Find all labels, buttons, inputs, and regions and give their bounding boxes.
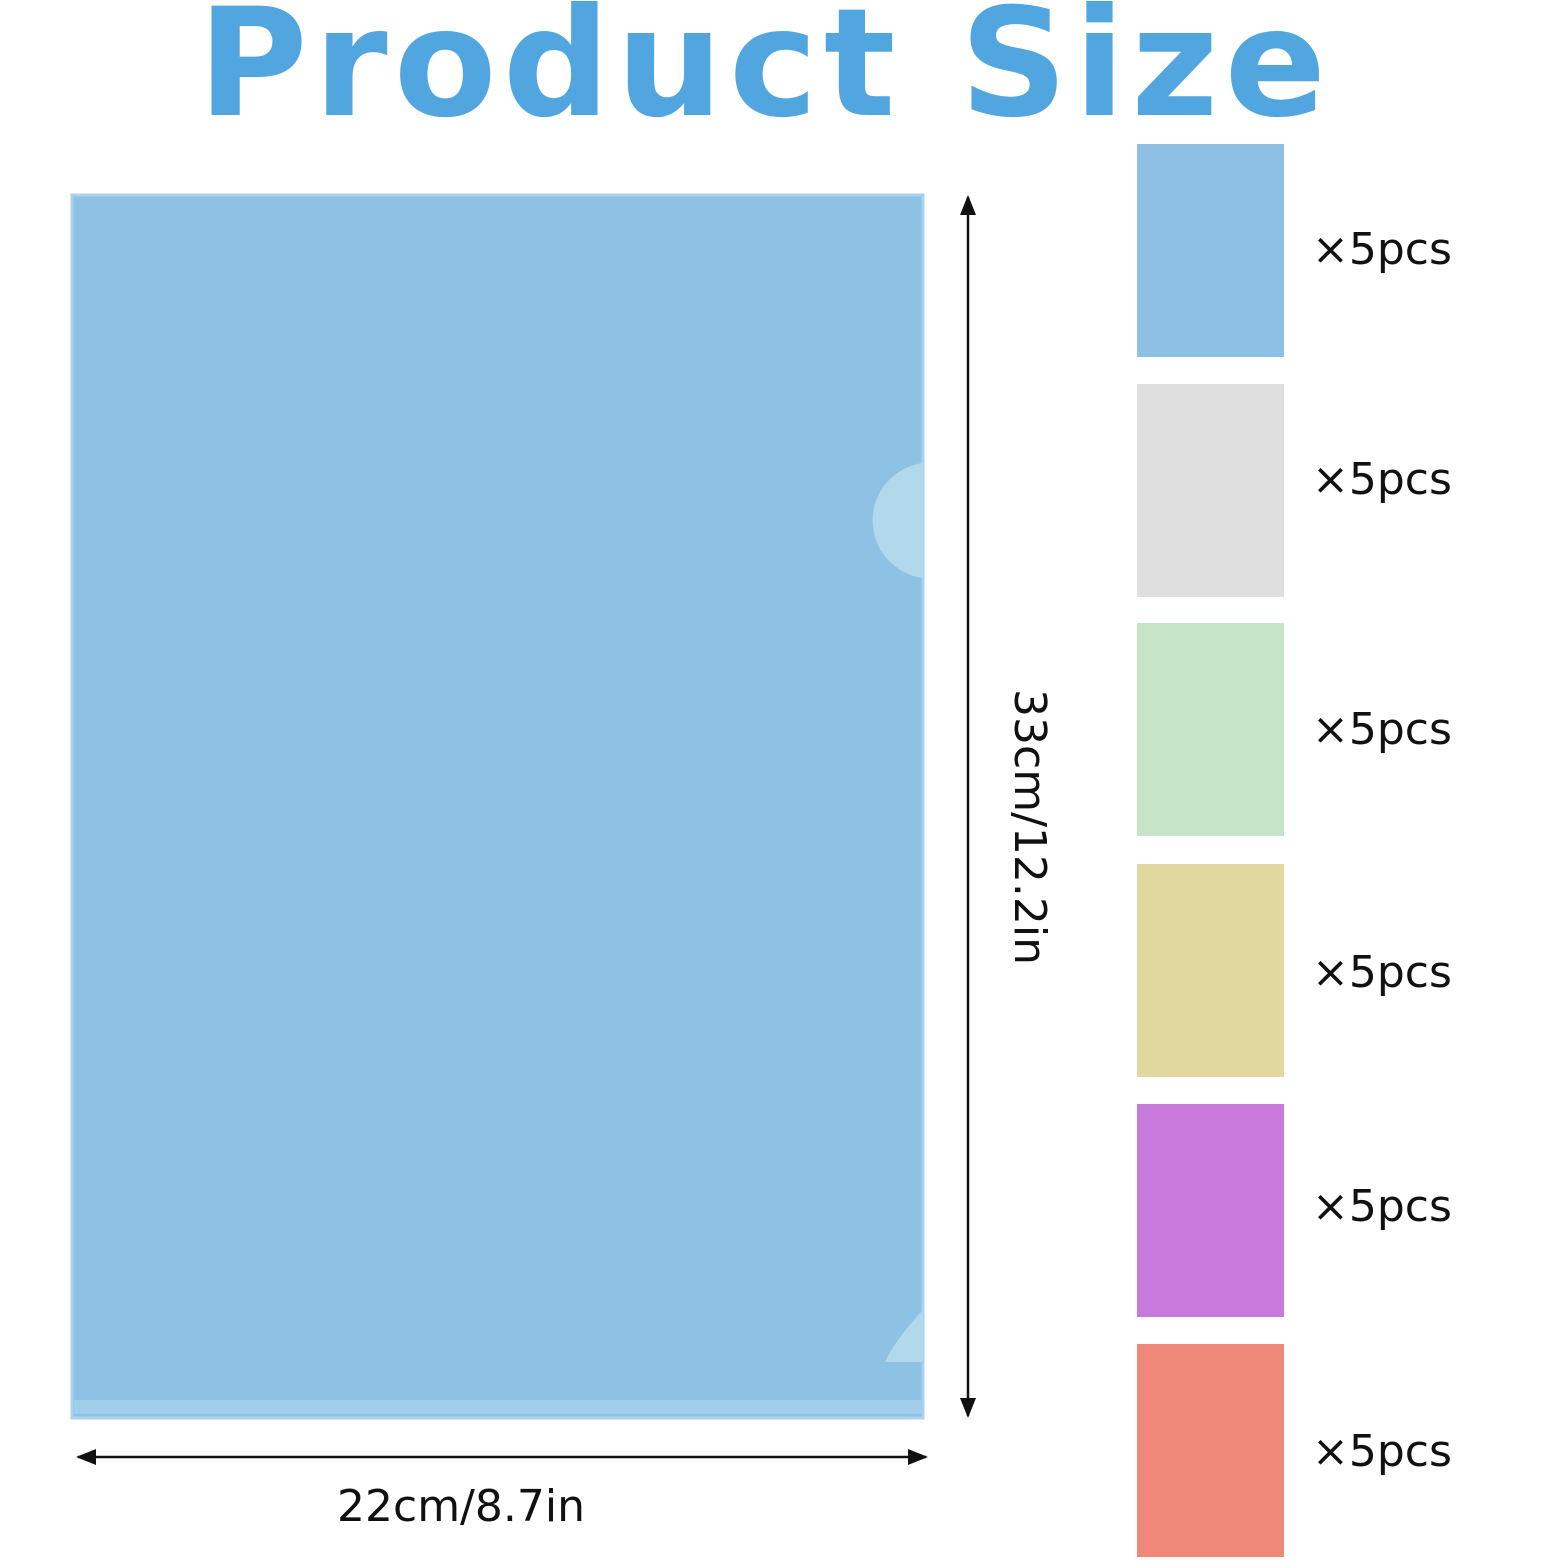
swatch — [1137, 144, 1284, 357]
quantity-label: ×5pcs — [1312, 1426, 1452, 1477]
quantity-label: ×5pcs — [1312, 454, 1452, 505]
swatch — [1137, 1104, 1284, 1317]
height-label: 33cm/12.2in — [1004, 689, 1055, 965]
quantity-label: ×5pcs — [1312, 224, 1452, 275]
swatch — [1137, 864, 1284, 1077]
swatch — [1137, 1344, 1284, 1557]
quantity-label: ×5pcs — [1312, 947, 1452, 998]
swatches — [1137, 144, 1284, 1557]
quantity-label: ×5pcs — [1312, 1181, 1452, 1232]
quantity-label: ×5pcs — [1312, 704, 1452, 755]
width-label: 22cm/8.7in — [337, 1481, 585, 1532]
title: Product Size — [198, 0, 1332, 151]
swatch — [1137, 384, 1284, 597]
folder — [70, 193, 925, 1420]
swatch — [1137, 623, 1284, 836]
